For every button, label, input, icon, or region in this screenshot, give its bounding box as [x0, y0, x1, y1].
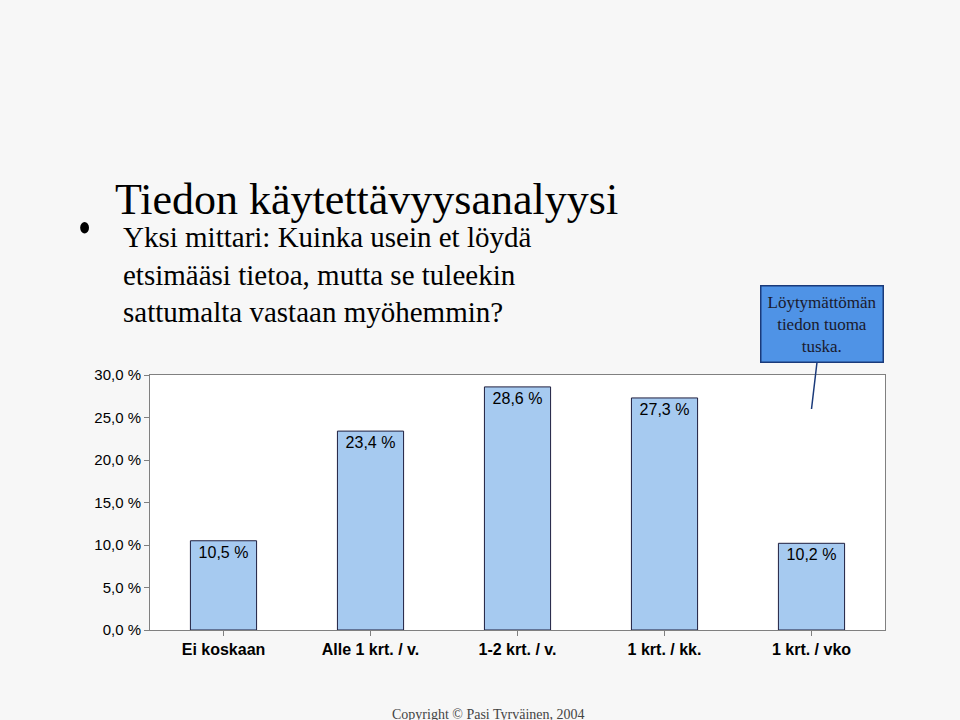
svg-text:Tiedon käytettävyysanalyysi: Tiedon käytettävyysanalyysi	[115, 175, 618, 224]
svg-text:23,4 %: 23,4 %	[346, 434, 396, 451]
svg-text:1 krt. / kk.: 1 krt. / kk.	[628, 641, 702, 658]
svg-text:27,3 %: 27,3 %	[640, 401, 690, 418]
svg-text:25,0 %: 25,0 %	[94, 409, 141, 426]
svg-text:10,0 %: 10,0 %	[94, 536, 141, 553]
svg-text:20,0 %: 20,0 %	[94, 451, 141, 468]
svg-text:Ei koskaan: Ei koskaan	[182, 641, 266, 658]
svg-text:1-2 krt. / v.: 1-2 krt. / v.	[479, 641, 557, 658]
svg-text:Alle 1 krt. / v.: Alle 1 krt. / v.	[322, 641, 420, 658]
svg-text:Yksi mittari: Kuinka usein et: Yksi mittari: Kuinka usein et löydäetsim…	[123, 221, 531, 328]
svg-text:10,2 %: 10,2 %	[787, 546, 837, 563]
svg-text:1 krt. / vko: 1 krt. / vko	[772, 641, 851, 658]
svg-text:10,5 %: 10,5 %	[199, 544, 249, 561]
svg-text:5,0 %: 5,0 %	[103, 579, 141, 596]
svg-text:15,0 %: 15,0 %	[94, 494, 141, 511]
svg-text:28,6 %: 28,6 %	[493, 390, 543, 407]
svg-text:Copyright © Pasi Tyrväinen, 20: Copyright © Pasi Tyrväinen, 2004	[392, 707, 585, 720]
svg-text:0,0 %: 0,0 %	[103, 621, 141, 638]
svg-text:30,0 %: 30,0 %	[94, 366, 141, 383]
svg-text:Löytymättömäntiedon tuomatuska: Löytymättömäntiedon tuomatuska.	[768, 293, 877, 356]
